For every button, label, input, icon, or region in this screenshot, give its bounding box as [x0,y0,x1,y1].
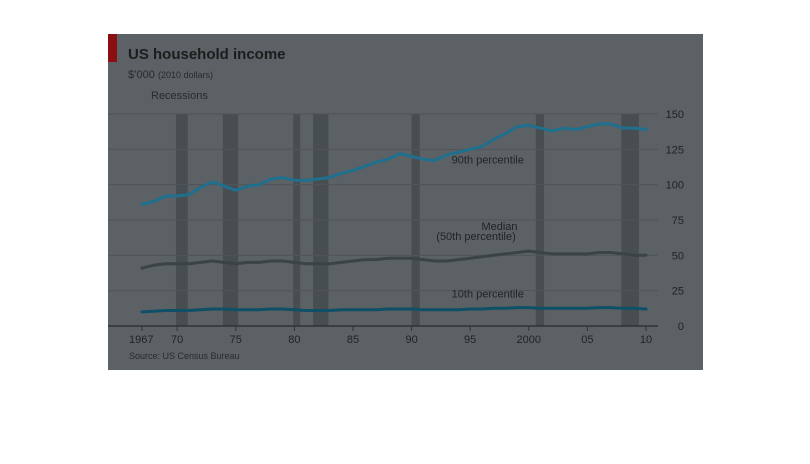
unit-note: (2010 dollars) [157,70,214,80]
y-tick-label-75: 75 [672,215,684,227]
series-line-0 [140,122,648,206]
y-tick-label-125: 125 [666,144,684,156]
x-tick-label-05: 05 [581,334,593,346]
legend-recessions: Recessions [151,90,208,102]
series-label-1: Median [481,221,517,233]
y-tick-label-100: 100 [666,180,684,192]
series-label-2: (50th percentile) [436,231,516,243]
series-line-1 [140,249,648,270]
series-label-3: 10th percentile [452,289,524,301]
x-tick-label-95: 95 [464,334,476,346]
x-tick-label-2000: 2000 [517,334,541,346]
y-tick-label-50: 50 [672,250,684,262]
series-label-0: 90th percentile [452,154,524,166]
x-tick-label-90: 90 [405,334,417,346]
source-note: Source: US Census Bureau [129,351,240,361]
x-tick-label-10: 10 [640,334,652,346]
y-tick-label-0: 0 [678,321,684,333]
series-line-2 [140,306,648,314]
x-tick-label-70: 70 [171,334,183,346]
x-tick-label-1967: 1967 [129,334,153,346]
x-tick-label-85: 85 [347,334,359,346]
x-tick-label-75: 75 [230,334,242,346]
chart-background [108,34,703,370]
chart-subtitle: $’000 (2010 dollars) [128,69,213,81]
unit-label: $’000 [128,69,155,81]
x-tick-label-80: 80 [288,334,300,346]
y-tick-label-25: 25 [672,286,684,298]
y-tick-label-150: 150 [666,109,684,121]
brand-tab [108,34,117,62]
chart-title: US household income [128,46,286,63]
